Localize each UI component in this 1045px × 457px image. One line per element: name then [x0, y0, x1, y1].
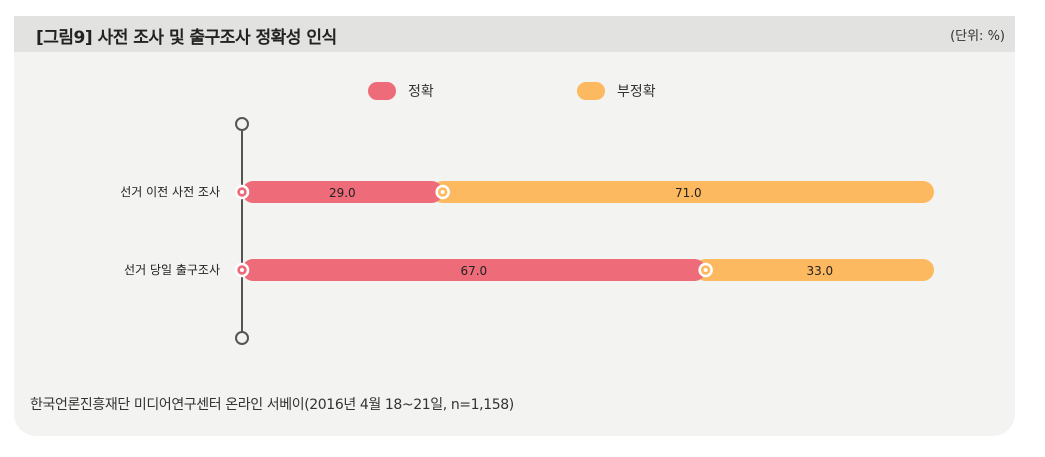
row-junction-marker-dot-1	[440, 190, 445, 194]
unit-label: (단위: %)	[950, 29, 1005, 44]
row-start-marker-dot-2	[240, 268, 244, 272]
legend-swatch-1	[368, 82, 396, 100]
value-label-1-1: 29.0	[329, 186, 356, 200]
bar-segment-2-1	[242, 259, 706, 281]
value-label-2-2: 33.0	[806, 264, 833, 278]
legend-label-2: 부정확	[617, 84, 656, 100]
legend-label-1: 정확	[408, 84, 434, 100]
value-label-1-2: 71.0	[675, 186, 702, 200]
chart-header: [그림9] 사전 조사 및 출구조사 정확성 인식 (단위: %)	[14, 16, 1015, 52]
bar-segment-2-2	[694, 259, 934, 281]
value-label-2-1: 67.0	[460, 264, 487, 278]
legend-swatch-2	[577, 82, 605, 100]
category-label-2: 선거 당일 출구조사	[124, 263, 220, 277]
chart-title: [그림9] 사전 조사 및 출구조사 정확성 인식	[36, 28, 337, 48]
chart-card	[14, 16, 1015, 436]
category-label-1: 선거 이전 사전 조사	[120, 185, 220, 199]
bar-segment-1-2	[431, 181, 934, 203]
bar-segment-1-1	[242, 181, 443, 203]
axis-top-cap	[235, 117, 249, 131]
source-note: 한국언론진흥재단 미디어연구센터 온라인 서베이(2016년 4월 18~21일…	[30, 397, 514, 413]
row-junction-marker-dot-2	[703, 268, 708, 272]
axis-bottom-cap	[235, 331, 249, 345]
row-start-marker-dot-1	[240, 190, 244, 194]
